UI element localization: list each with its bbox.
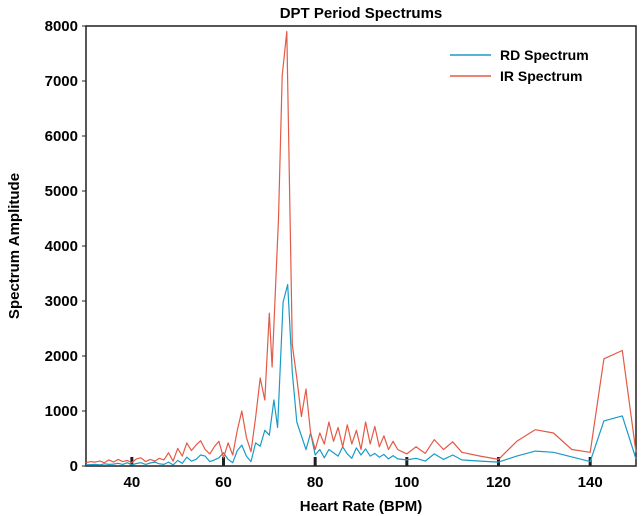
plot-frame xyxy=(85,25,637,467)
x-tick-label: 80 xyxy=(307,474,324,491)
y-tick-label: 6000 xyxy=(45,128,78,145)
legend-label-rd: RD Spectrum xyxy=(500,47,589,63)
x-tick-label: 40 xyxy=(123,474,140,491)
y-tick-label: 5000 xyxy=(45,183,78,200)
legend: RD Spectrum IR Spectrum xyxy=(450,47,589,84)
x-tick-label: 120 xyxy=(486,474,511,491)
chart-title: DPT Period Spectrums xyxy=(280,5,443,22)
x-tick-label: 100 xyxy=(394,474,419,491)
y-tick-label: 0 xyxy=(70,458,78,475)
series-line-ir xyxy=(85,30,637,464)
x-tick-label: 60 xyxy=(215,474,232,491)
series-line-rd xyxy=(85,283,637,466)
y-axis-label: Spectrum Amplitude xyxy=(6,173,23,319)
legend-label-ir: IR Spectrum xyxy=(500,68,582,84)
x-axis: 40 60 80 100 120 140 xyxy=(123,457,603,491)
x-tick-label: 140 xyxy=(578,474,603,491)
y-tick-label: 4000 xyxy=(45,238,78,255)
series-lines xyxy=(85,30,637,466)
y-tick-label: 3000 xyxy=(45,293,78,310)
y-axis: 0 1000 2000 3000 4000 5000 6000 7000 8000 xyxy=(45,18,86,475)
y-tick-label: 2000 xyxy=(45,348,78,365)
x-axis-label: Heart Rate (BPM) xyxy=(300,498,423,515)
y-tick-label: 7000 xyxy=(45,73,78,90)
y-tick-label: 8000 xyxy=(45,18,78,35)
y-tick-label: 1000 xyxy=(45,403,78,420)
